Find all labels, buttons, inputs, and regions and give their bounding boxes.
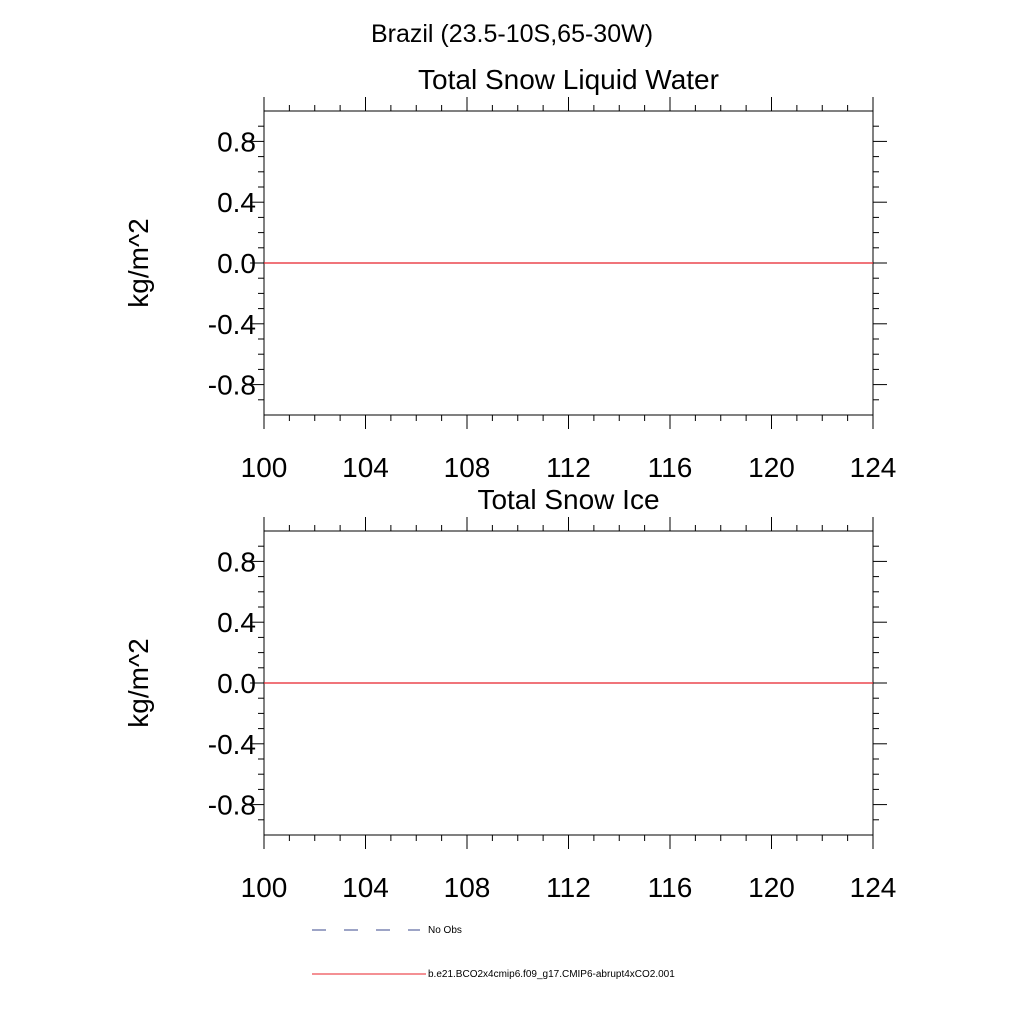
x-tick-label: 104 [342,452,389,483]
y-tick-label: 0.0 [217,668,256,699]
x-tick-label: 100 [241,452,288,483]
x-tick-label: 124 [850,452,897,483]
x-tick-label: 120 [748,872,795,903]
legend: No Obs b.e21.BCO2x4cmip6.f09_g17.CMIP6-a… [312,925,675,980]
x-tick-label: 116 [648,872,693,903]
figure-title: Brazil (23.5-10S,65-30W) [371,20,653,48]
chart-panel-2: Total Snow Ice kg/m^2 100 104 108 112 116 120 12… [123,484,896,903]
x-tick-label: 100 [241,872,288,903]
y-tick-label: -0.8 [208,370,256,401]
y-tick-label: -0.8 [208,790,256,821]
x-tick-label: 120 [748,452,795,483]
x-tick-label: 108 [444,872,491,903]
chart-panel-1: Total Snow Liquid Water kg/m^2 100 104 108 11… [123,64,896,483]
y-axis-label: kg/m^2 [123,638,154,727]
x-tick-label: 112 [546,872,591,903]
x-tick-label: 104 [342,872,389,903]
y-tick-label: -0.4 [208,309,256,340]
y-tick-label: 0.8 [217,126,256,157]
x-tick-label: 124 [850,872,897,903]
y-axis-label: kg/m^2 [123,218,154,307]
y-tick-label: 0.4 [217,607,256,638]
chart-title: Total Snow Ice [477,484,659,515]
y-tick-label: -0.4 [208,729,256,760]
y-tick-label: 0.0 [217,248,256,279]
x-tick-label: 108 [444,452,491,483]
y-tick-label: 0.4 [217,187,256,218]
legend-label-no-obs: No Obs [428,925,462,936]
y-tick-label: 0.8 [217,546,256,577]
x-tick-label: 112 [546,452,591,483]
x-tick-label: 116 [648,452,693,483]
legend-label-model: b.e21.BCO2x4cmip6.f09_g17.CMIP6-abrupt4x… [428,969,675,980]
chart-title: Total Snow Liquid Water [418,64,719,95]
